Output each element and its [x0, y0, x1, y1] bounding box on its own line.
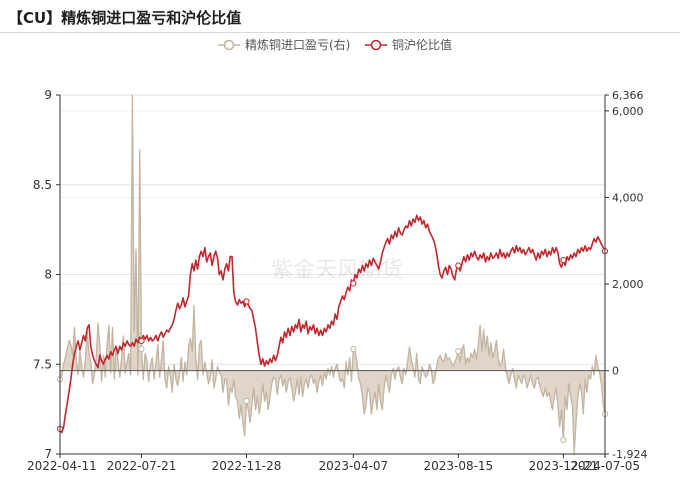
- line-sh-lme-ratio: [59, 214, 606, 434]
- y-right-tick-label: 6,000: [612, 105, 644, 118]
- area-series-group: [59, 94, 606, 454]
- x-tick-label: 2023-04-07: [318, 459, 388, 473]
- line-point: [243, 298, 250, 305]
- y-right-tick-label: 0: [612, 365, 619, 378]
- area-point: [243, 397, 250, 405]
- line-series-group: [59, 214, 606, 434]
- y-left-tick-label: 8: [44, 268, 52, 282]
- axes: [56, 94, 609, 458]
- tick-labels: 7 7.5 8 8.5 9 -1,924 0 2,000 4,000 6,000 6,366 2022…: [27, 88, 647, 473]
- legend-item-import-profit[interactable]: 精炼铜进口盈亏(右): [218, 37, 350, 52]
- y-right-tick-label: 6,366: [612, 89, 644, 102]
- series-markers: [56, 248, 609, 444]
- x-tick-label: 2022-07-21: [107, 459, 177, 473]
- x-tick-label: 2024-07-05: [570, 459, 640, 473]
- y-right-tick-label: 4,000: [612, 191, 644, 204]
- x-tick-label: 2022-04-11: [27, 459, 97, 473]
- y-left-tick-label: 7: [44, 447, 52, 461]
- x-tick-label: 2022-11-28: [212, 459, 282, 473]
- line-point: [350, 280, 357, 287]
- area-point: [560, 436, 567, 444]
- area-line-import-profit: [59, 94, 606, 454]
- x-tick-label: 2023-12-21: [528, 459, 598, 473]
- line-point: [560, 257, 567, 264]
- watermark: 紫金天风期货: [271, 258, 403, 283]
- chart-title: 【CU】精炼铜进口盈亏和沪伦比值: [8, 9, 242, 27]
- area-point: [350, 345, 357, 353]
- legend[interactable]: 精炼铜进口盈亏(右) 铜沪伦比值: [218, 37, 452, 52]
- x-tick-label: 2023-08-15: [423, 459, 493, 473]
- legend-swatch-marker: [223, 39, 235, 51]
- y-right-tick-label: 2,000: [612, 278, 644, 291]
- area-point: [455, 348, 462, 355]
- legend-label: 精炼铜进口盈亏(右): [245, 37, 350, 52]
- y-right-tick-label: -1,924: [612, 448, 647, 461]
- line-point: [138, 337, 145, 345]
- legend-swatch-marker: [370, 39, 382, 51]
- y-left-tick-label: 7.5: [33, 357, 52, 371]
- title-divider: [0, 32, 680, 33]
- legend-label: 铜沪伦比值: [392, 37, 452, 52]
- y-left-tick-label: 9: [44, 88, 52, 102]
- legend-item-sh-lme-ratio[interactable]: 铜沪伦比值: [365, 37, 452, 52]
- line-point: [455, 262, 462, 269]
- y-left-tick-label: 8.5: [33, 178, 52, 192]
- area-point: [138, 345, 145, 353]
